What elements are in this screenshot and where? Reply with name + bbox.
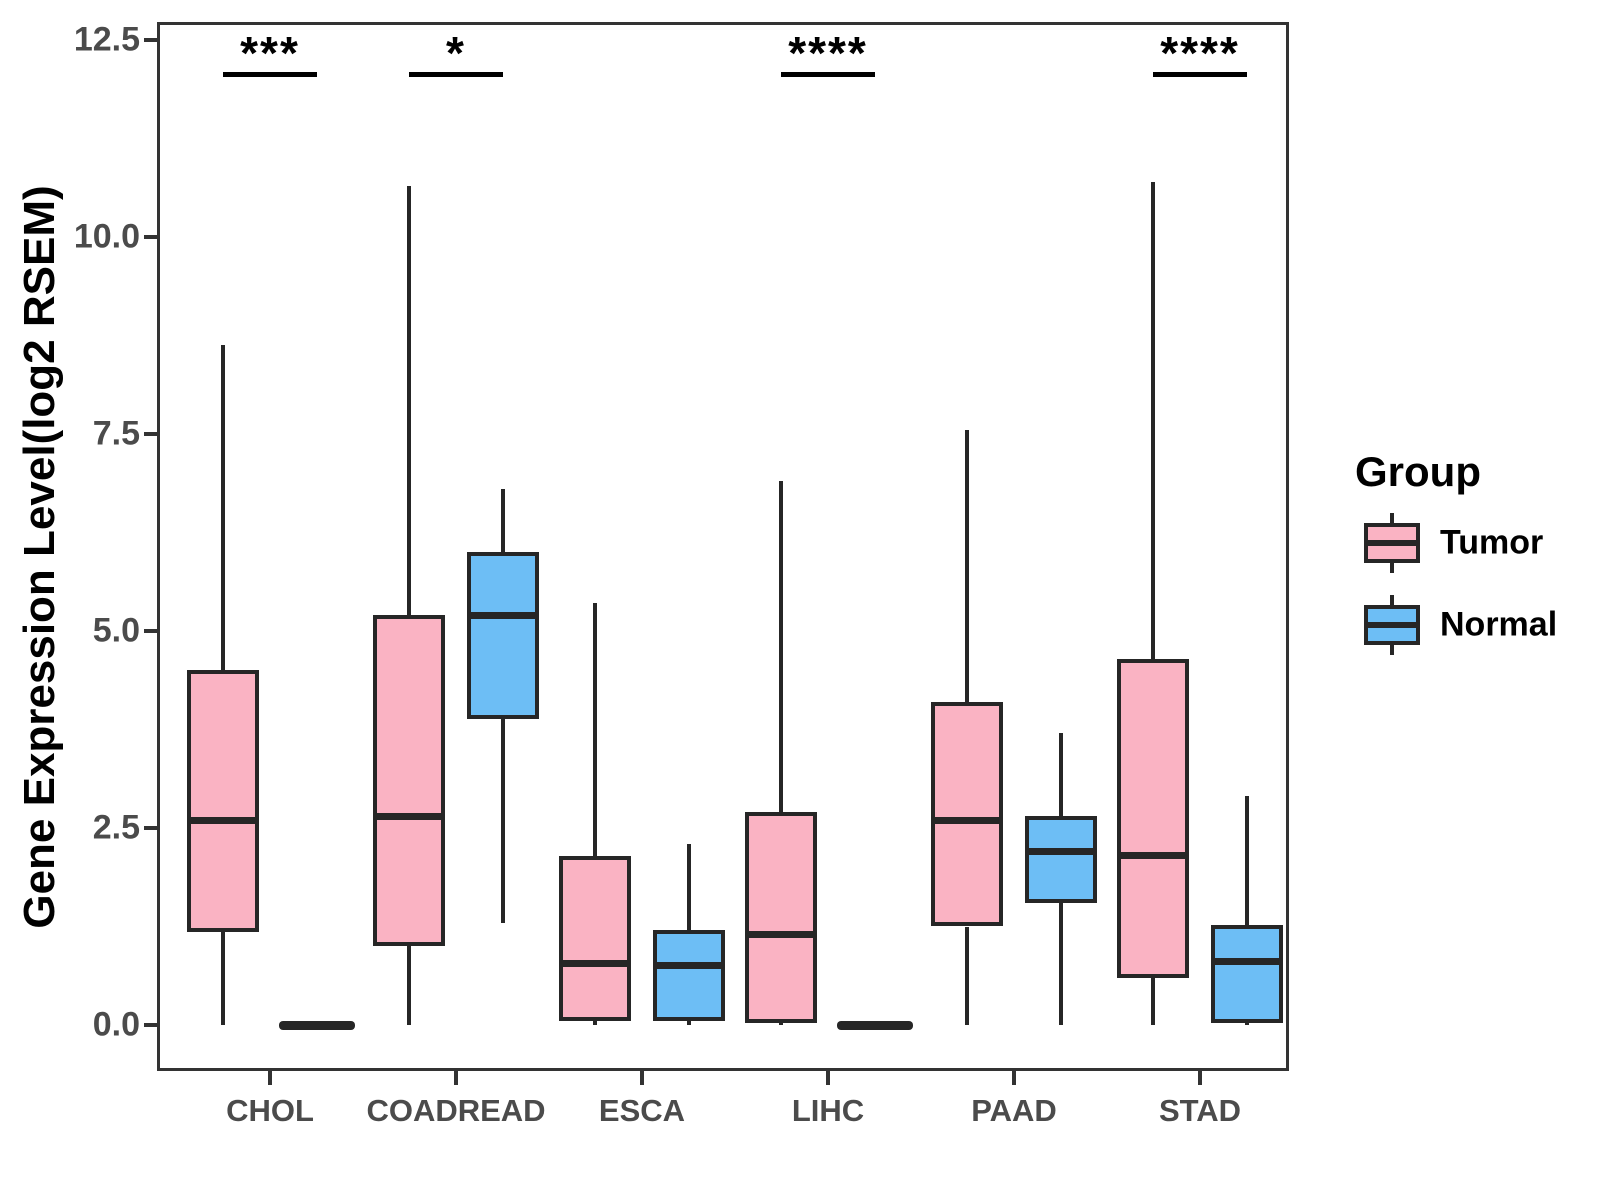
x-axis-tick bbox=[826, 1071, 830, 1085]
significance-label-COADREAD: * bbox=[446, 27, 466, 79]
whisker-upper bbox=[1151, 181, 1155, 659]
x-axis-tick bbox=[1012, 1071, 1016, 1085]
significance-bar-COADREAD bbox=[409, 72, 503, 77]
boxplot-median bbox=[375, 812, 443, 820]
whisker-lower bbox=[965, 926, 969, 1025]
y-axis-tick bbox=[144, 432, 157, 436]
whisker-lower bbox=[1151, 977, 1155, 1025]
x-axis-tick-label: PAAD bbox=[971, 1093, 1057, 1128]
boxplot-box-tumor-LIHC bbox=[745, 812, 817, 1023]
y-axis-tick bbox=[144, 826, 157, 830]
whisker-lower bbox=[779, 1022, 783, 1025]
whisker-upper bbox=[501, 489, 505, 553]
boxplot-median bbox=[655, 962, 723, 970]
legend-label-normal: Normal bbox=[1440, 605, 1558, 644]
y-axis-tick-label: 10.0 bbox=[73, 217, 140, 256]
x-axis-tick-label: LIHC bbox=[791, 1093, 865, 1128]
whisker-upper bbox=[593, 603, 597, 856]
whisker-upper bbox=[965, 430, 969, 702]
whisker-upper bbox=[1059, 733, 1063, 817]
y-axis-tick-label: 12.5 bbox=[73, 20, 140, 59]
boxplot-box-normal-ESCA bbox=[653, 930, 725, 1022]
significance-bar-LIHC bbox=[781, 72, 875, 77]
whisker-upper bbox=[407, 185, 411, 616]
y-axis-tick bbox=[144, 629, 157, 633]
boxplot-median bbox=[1119, 852, 1187, 860]
boxplot-box-tumor-STAD bbox=[1117, 658, 1189, 978]
boxplot-box-tumor-ESCA bbox=[559, 855, 631, 1022]
whisker-upper bbox=[687, 843, 691, 931]
whisker-lower bbox=[1245, 1023, 1249, 1025]
boxplot-median bbox=[933, 816, 1001, 824]
x-axis-tick bbox=[454, 1071, 458, 1085]
whisker-lower bbox=[221, 932, 225, 1025]
significance-label-LIHC: **** bbox=[788, 27, 868, 79]
y-axis-tick-label: 0.0 bbox=[92, 1005, 140, 1044]
x-axis-tick bbox=[640, 1071, 644, 1085]
whisker-lower bbox=[407, 946, 411, 1025]
boxplot-flat-normal-CHOL bbox=[279, 1021, 355, 1030]
plot-panel bbox=[157, 22, 1289, 1071]
x-axis-tick bbox=[268, 1071, 272, 1085]
boxplot-median bbox=[469, 611, 537, 619]
significance-bar-STAD bbox=[1153, 72, 1247, 77]
boxplot-median bbox=[189, 816, 257, 824]
boxplot-box-normal-PAAD bbox=[1025, 816, 1097, 903]
whisker-lower bbox=[687, 1021, 691, 1025]
boxplot-box-normal-COADREAD bbox=[467, 552, 539, 720]
x-axis-tick-label: CHOL bbox=[226, 1093, 314, 1128]
x-axis-tick-label: COADREAD bbox=[366, 1093, 546, 1128]
y-axis-tick bbox=[144, 235, 157, 239]
whisker-upper bbox=[779, 481, 783, 813]
normal-boxplot-key-icon bbox=[1362, 595, 1422, 655]
y-axis-tick-label: 7.5 bbox=[92, 414, 140, 453]
significance-label-STAD: **** bbox=[1160, 27, 1240, 79]
boxplot-box-tumor-CHOL bbox=[187, 670, 259, 932]
boxplot-median bbox=[1213, 958, 1281, 966]
y-axis-tick-label: 5.0 bbox=[92, 611, 140, 650]
x-axis-tick bbox=[1198, 1071, 1202, 1085]
y-axis-tick bbox=[144, 1023, 157, 1027]
boxplot-box-normal-STAD bbox=[1211, 924, 1283, 1024]
tumor-boxplot-key-icon bbox=[1362, 513, 1422, 573]
boxplot-box-tumor-PAAD bbox=[931, 701, 1003, 927]
legend-title: Group bbox=[1355, 448, 1481, 495]
whisker-lower bbox=[501, 719, 505, 923]
whisker-upper bbox=[1245, 796, 1249, 925]
x-axis-tick-label: STAD bbox=[1158, 1093, 1242, 1128]
legend-label-tumor: Tumor bbox=[1440, 523, 1544, 562]
legend: Group Tumor Normal bbox=[1332, 448, 1592, 660]
legend-item-tumor: Tumor bbox=[1332, 508, 1592, 578]
y-axis-tick-label: 2.5 bbox=[92, 808, 140, 847]
boxplot-flat-normal-LIHC bbox=[837, 1021, 913, 1030]
significance-bar-CHOL bbox=[223, 72, 317, 77]
boxplot-median bbox=[1027, 848, 1095, 856]
whisker-lower bbox=[593, 1021, 597, 1025]
legend-item-normal: Normal bbox=[1332, 590, 1592, 660]
y-axis-tick bbox=[144, 38, 157, 42]
boxplot-median bbox=[747, 930, 815, 938]
boxplot-box-tumor-COADREAD bbox=[373, 615, 445, 947]
x-axis-tick-label: ESCA bbox=[598, 1093, 686, 1128]
boxplot-median bbox=[561, 960, 629, 968]
significance-label-CHOL: *** bbox=[240, 27, 300, 79]
whisker-lower bbox=[1059, 902, 1063, 1025]
whisker-upper bbox=[221, 344, 225, 671]
